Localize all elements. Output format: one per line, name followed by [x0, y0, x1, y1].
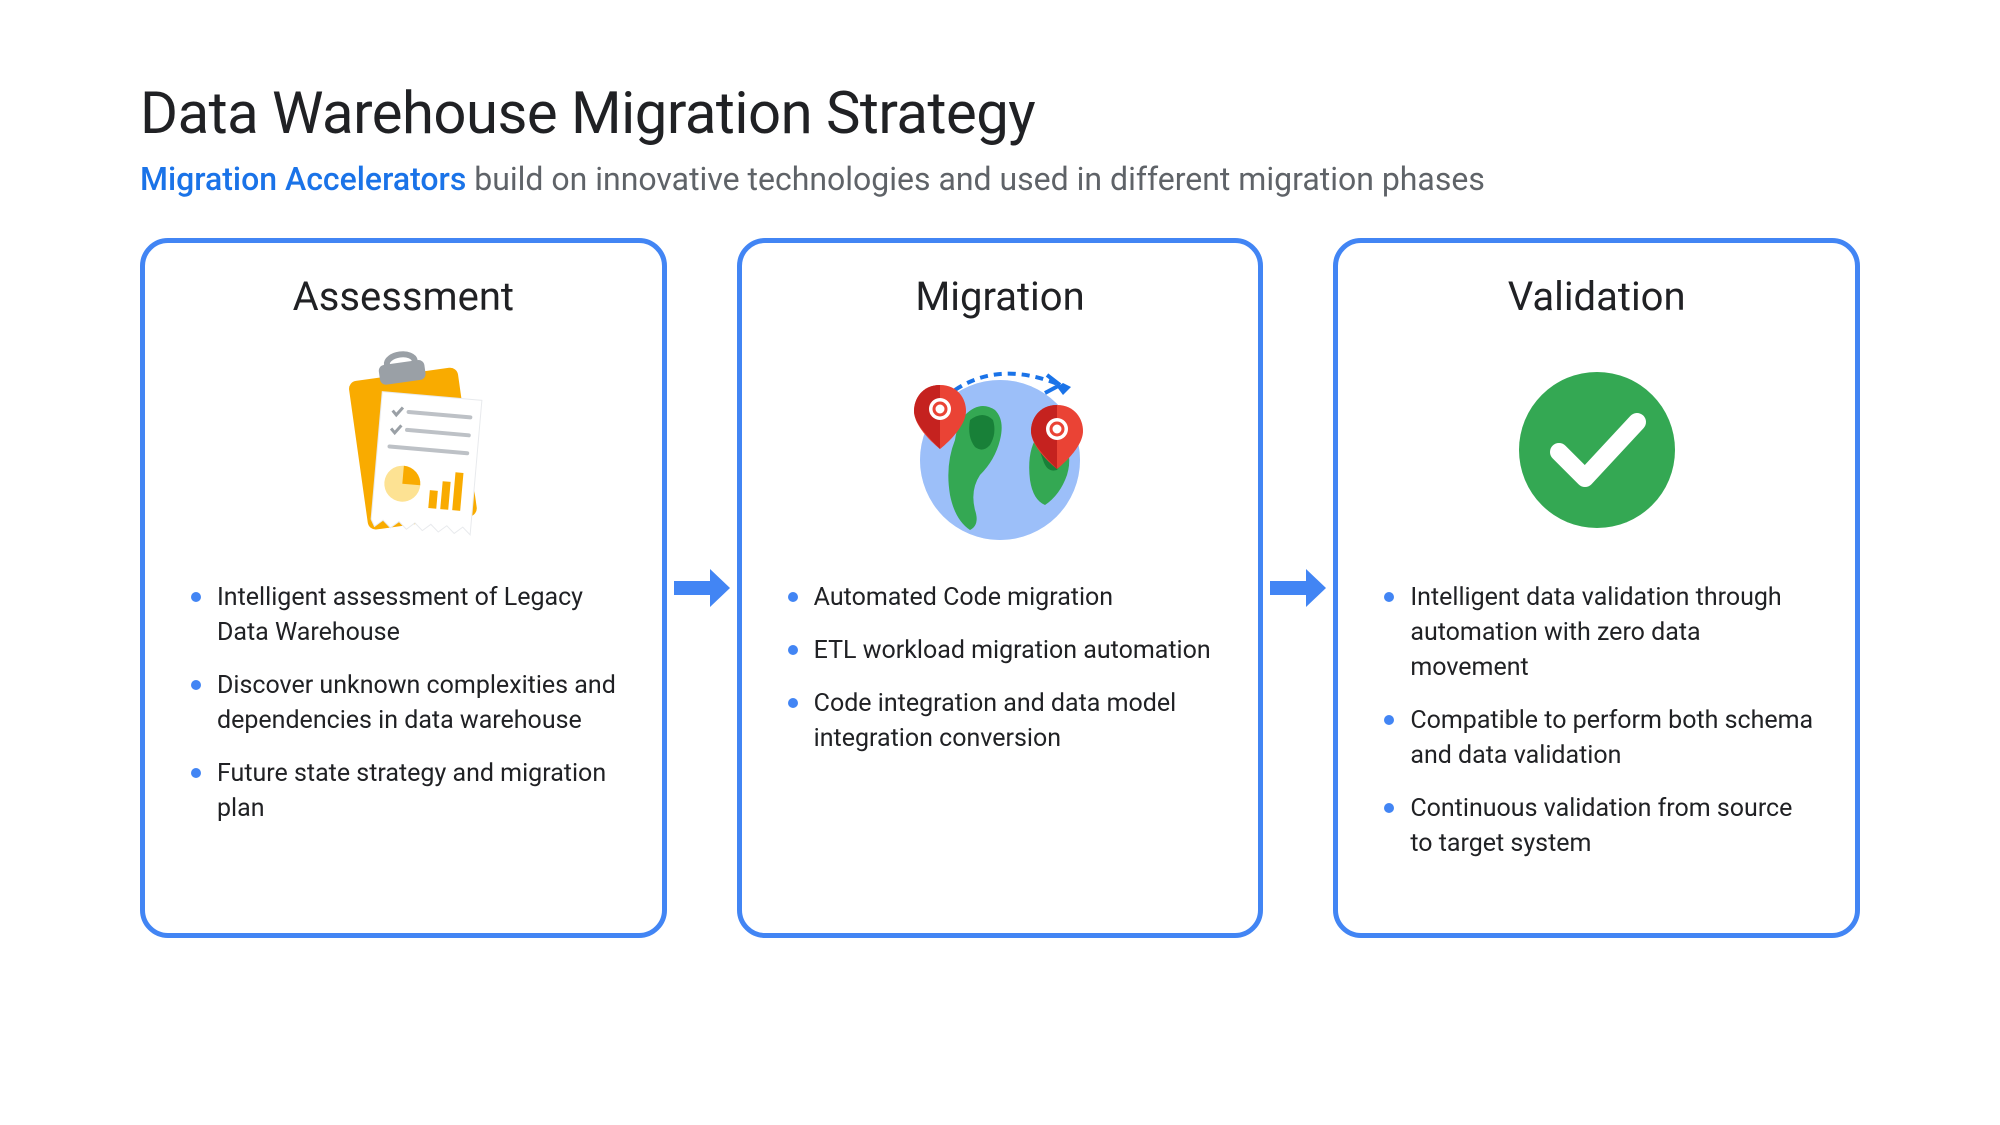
bullet-item: Future state strategy and migration plan [185, 756, 622, 826]
bullet-item: Continuous validation from source to tar… [1378, 791, 1815, 861]
page-title: Data Warehouse Migration Strategy [140, 80, 1860, 148]
card-title-validation: Validation [1378, 273, 1815, 320]
bullet-item: Compatible to perform both schema and da… [1378, 703, 1815, 773]
arrow-1 [667, 238, 737, 938]
green-check-icon [1378, 340, 1815, 560]
bullets-assessment: Intelligent assessment of Legacy Data Wa… [185, 580, 622, 826]
bullets-validation: Intelligent data validation through auto… [1378, 580, 1815, 861]
subtitle-rest: build on innovative technologies and use… [466, 160, 1485, 198]
bullet-item: Discover unknown complexities and depend… [185, 668, 622, 738]
card-title-migration: Migration [782, 273, 1219, 320]
card-validation: Validation Intelligent data validation t… [1333, 238, 1860, 938]
bullets-migration: Automated Code migration ETL workload mi… [782, 580, 1219, 756]
arrow-2 [1263, 238, 1333, 938]
card-migration: Migration [737, 238, 1264, 938]
card-title-assessment: Assessment [185, 273, 622, 320]
subtitle: Migration Accelerators build on innovati… [140, 160, 1860, 198]
bullet-item: Intelligent assessment of Legacy Data Wa… [185, 580, 622, 650]
bullet-item: Automated Code migration [782, 580, 1219, 615]
bullet-item: ETL workload migration automation [782, 633, 1219, 668]
cards-row: Assessment [140, 238, 1860, 938]
card-assessment: Assessment [140, 238, 667, 938]
bullet-item: Intelligent data validation through auto… [1378, 580, 1815, 685]
bullet-item: Code integration and data model integrat… [782, 686, 1219, 756]
clipboard-report-icon [185, 340, 622, 560]
subtitle-accent: Migration Accelerators [140, 160, 466, 198]
globe-pins-icon [782, 340, 1219, 560]
